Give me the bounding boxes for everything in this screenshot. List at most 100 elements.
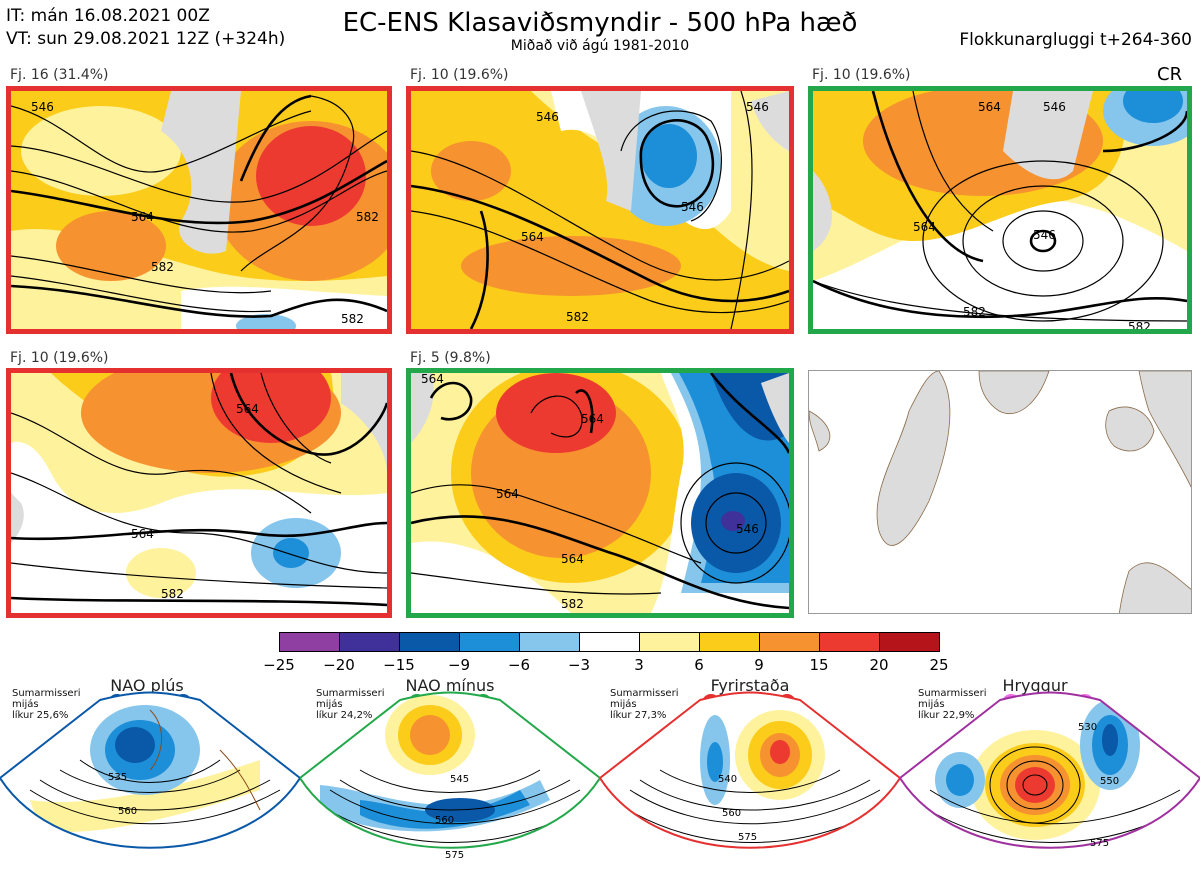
regime-map-nao-plus[interactable]: 535 560 <box>0 690 300 871</box>
regime-note-4-l1: Sumarmisseri <box>918 688 987 699</box>
colorbar-tick-9: 9 <box>754 656 764 674</box>
contour-label-5d: 564 <box>496 487 519 501</box>
contour-label-3d: 546 <box>1033 228 1056 242</box>
page-subtitle: Miðað við ágú 1981-2010 <box>510 38 690 54</box>
cluster-map-5[interactable]: 564 564 546 564 564 582 <box>406 368 794 618</box>
contour-label-4c: 582 <box>161 587 184 601</box>
cr-label: CR <box>1157 64 1183 85</box>
colorbar-tick-12: 25 <box>929 656 949 674</box>
regime-note-2: Sumarmisseri mijás líkur 24,2% <box>316 688 396 721</box>
colorbar-tick-8: 6 <box>694 656 704 674</box>
colorbar-cell-2 <box>339 632 400 652</box>
contour-label-3b: 546 <box>1043 100 1066 114</box>
page-title: EC-ENS Klasaviðsmyndir - 500 hPa hæð <box>342 8 858 38</box>
contour-label-3c: 564 <box>913 220 936 234</box>
regime-3-contour-b: 560 <box>722 808 741 819</box>
regime-3-contour-a: 540 <box>718 774 737 785</box>
cluster-map-1[interactable]: 546 564 582 582 582 <box>6 86 392 334</box>
contour-label-5b: 564 <box>581 412 604 426</box>
regime-note-2-l3: líkur 24,2% <box>316 710 373 721</box>
regime-4-contour-b: 550 <box>1100 776 1119 787</box>
contour-label-5e: 564 <box>561 552 584 566</box>
valid-time: VT: sun 29.08.2021 12Z (+324h) <box>6 29 286 49</box>
colorbar-cell-5 <box>519 632 580 652</box>
contour-label-2b: 564 <box>521 230 544 244</box>
contour-label-3a: 564 <box>978 100 1001 114</box>
colorbar-cell-6 <box>579 632 640 652</box>
colorbar-tick-6: −3 <box>567 656 591 674</box>
regime-map-blocking[interactable]: 540 560 575 <box>600 690 900 871</box>
regime-4-contour-a: 530 <box>1078 722 1097 733</box>
regime-note-2-l2: mijás <box>316 699 343 710</box>
colorbar-cell-9 <box>759 632 820 652</box>
panel-label-4: Fj. 10 (19.6%) <box>10 350 109 366</box>
contour-label-2d: 582 <box>566 310 589 324</box>
regime-note-4: Sumarmisseri mijás líkur 22,9% <box>918 688 998 721</box>
contour-label-4b: 564 <box>131 527 154 541</box>
regime-2-contour-a: 545 <box>450 774 469 785</box>
contour-label-3e: 582 <box>963 305 986 319</box>
contour-label-1c: 582 <box>151 260 174 274</box>
regime-1-contour-b: 560 <box>118 806 137 817</box>
regime-title-nao-plus: NAO plús <box>110 676 184 695</box>
regime-3-contour-c: 575 <box>738 832 757 843</box>
regime-2-contour-c: 575 <box>445 850 464 861</box>
panel-label-5: Fj. 5 (9.8%) <box>410 350 491 366</box>
empty-base-map <box>808 370 1192 614</box>
colorbar-tick-7: 3 <box>634 656 644 674</box>
header-info: IT: mán 16.08.2021 00Z VT: sun 29.08.202… <box>6 5 285 51</box>
regime-note-1: Sumarmisseri mijás líkur 25,6% <box>12 688 92 721</box>
colorbar-tick-3: −15 <box>383 656 415 674</box>
contour-label-2c: 546 <box>681 200 704 214</box>
contour-label-1e: 582 <box>341 312 364 326</box>
regime-note-1-l1: Sumarmisseri <box>12 688 81 699</box>
regime-title-blocking: Fyrirstaða <box>710 676 790 695</box>
colorbar-tick-2: −20 <box>323 656 355 674</box>
colorbar-cell-4 <box>459 632 520 652</box>
regime-title-ridge: Hryggur <box>1002 676 1068 695</box>
colorbar-cell-1 <box>279 632 340 652</box>
regime-map-nao-minus[interactable]: 545 560 575 <box>300 690 600 871</box>
contour-label-5c: 546 <box>736 522 759 536</box>
regime-1-contour-a: 535 <box>108 772 127 783</box>
contour-label-1d: 582 <box>356 210 379 224</box>
panel-label-1: Fj. 16 (31.4%) <box>10 67 109 83</box>
regime-note-4-l3: líkur 22,9% <box>918 710 975 721</box>
contour-label-1b: 564 <box>131 210 154 224</box>
panel-label-3: Fj. 10 (19.6%) <box>812 67 911 83</box>
colorbar-cell-11 <box>879 632 940 652</box>
cluster-map-4[interactable]: 564 564 582 <box>6 368 392 618</box>
colorbar-cell-8 <box>699 632 760 652</box>
colorbar-tick-1: −25 <box>263 656 295 674</box>
colorbar-tick-4: −9 <box>447 656 471 674</box>
regime-note-4-l2: mijás <box>918 699 945 710</box>
contour-label-5f: 582 <box>561 597 584 611</box>
regime-map-ridge[interactable]: 530 550 575 <box>900 690 1200 871</box>
regime-title-nao-minus: NAO mínus <box>405 676 495 695</box>
regime-note-3: Sumarmisseri mijás líkur 27,3% <box>610 688 690 721</box>
init-time: IT: mán 16.08.2021 00Z <box>6 6 210 26</box>
regime-2-contour-b: 560 <box>435 815 454 826</box>
contour-label-3f: 582 <box>1128 320 1151 329</box>
contour-label-5a: 564 <box>421 373 444 386</box>
regime-note-3-l3: líkur 27,3% <box>610 710 667 721</box>
contour-label-2a: 546 <box>536 110 559 124</box>
regime-note-1-l2: mijás <box>12 699 39 710</box>
colorbar-cell-7 <box>639 632 700 652</box>
colorbar-cell-10 <box>819 632 880 652</box>
colorbar-cell-3 <box>399 632 460 652</box>
regime-note-2-l1: Sumarmisseri <box>316 688 385 699</box>
colorbar-tick-11: 20 <box>869 656 889 674</box>
regime-note-1-l3: líkur 25,6% <box>12 710 69 721</box>
contour-label-4a: 564 <box>236 402 259 416</box>
regime-note-3-l1: Sumarmisseri <box>610 688 679 699</box>
cluster-map-2[interactable]: 546 564 546 582 546 <box>406 86 794 334</box>
panel-label-2: Fj. 10 (19.6%) <box>410 67 509 83</box>
colorbar-tick-5: −6 <box>507 656 531 674</box>
contour-label-1a: 546 <box>31 100 54 114</box>
classification-window: Flokkunargluggi t+264-360 <box>959 30 1192 50</box>
cluster-map-3[interactable]: 564 546 564 546 582 582 <box>808 86 1192 334</box>
contour-label-2e: 546 <box>746 100 769 114</box>
colorbar-tick-10: 15 <box>809 656 829 674</box>
regime-4-contour-c: 575 <box>1090 838 1109 849</box>
